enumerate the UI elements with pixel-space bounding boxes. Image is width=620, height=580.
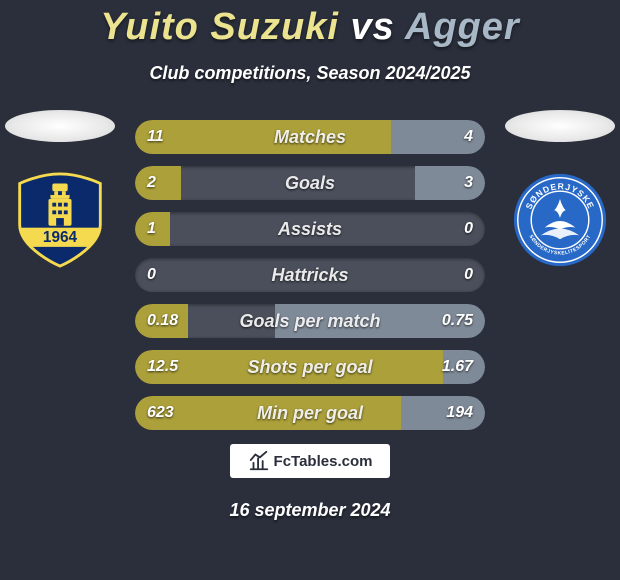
stat-value-player2: 4 <box>464 120 473 154</box>
comparison-title: Yuito Suzuki vs Agger <box>0 0 620 49</box>
right-badge-slot: SØNDERJYSKE SØNDERJYSKELITESPORT <box>500 100 620 268</box>
svg-text:SØNDERJYSKELITESPORT: SØNDERJYSKELITESPORT <box>528 234 593 257</box>
stat-label: Matches <box>135 120 485 154</box>
stat-value-player2: 0 <box>464 212 473 246</box>
sonderjyske-crest: SØNDERJYSKE SØNDERJYSKELITESPORT <box>512 172 608 268</box>
stat-value-player2: 3 <box>464 166 473 200</box>
logo-text: FcTables.com <box>274 453 373 470</box>
stat-value-player2: 1.67 <box>442 350 473 384</box>
player1-photo-placeholder <box>5 110 115 142</box>
stat-value-player2: 194 <box>446 396 473 430</box>
stat-label: Shots per goal <box>135 350 485 384</box>
brondby-crest: 1964 <box>12 172 108 268</box>
stat-row: Hattricks0 0 <box>135 258 485 292</box>
stat-row: Matches11 4 <box>135 120 485 154</box>
stat-label: Min per goal <box>135 396 485 430</box>
stat-value-player1: 12.5 <box>147 350 178 384</box>
stat-label: Assists <box>135 212 485 246</box>
stat-value-player2: 0 <box>464 258 473 292</box>
svg-text:SØNDERJYSKE: SØNDERJYSKE <box>524 181 597 211</box>
left-badge-slot: 1964 <box>0 100 120 268</box>
stat-value-player1: 623 <box>147 396 174 430</box>
stat-value-player1: 0.18 <box>147 304 178 338</box>
vs-text: vs <box>350 6 394 48</box>
stat-value-player1: 0 <box>147 258 156 292</box>
date-text: 16 september 2024 <box>0 500 620 521</box>
stat-value-player1: 1 <box>147 212 156 246</box>
stat-row: Goals per match0.18 0.75 <box>135 304 485 338</box>
stat-row: Min per goal623 194 <box>135 396 485 430</box>
player2-name: Agger <box>405 6 520 48</box>
stat-row: Goals2 3 <box>135 166 485 200</box>
stat-value-player1: 11 <box>147 120 164 154</box>
fctables-logo: FcTables.com <box>230 444 390 478</box>
stat-label: Hattricks <box>135 258 485 292</box>
stat-bars: Matches114Goals23Assists10Hattricks00Goa… <box>135 120 485 442</box>
crest-year: 1964 <box>43 229 78 246</box>
subtitle: Club competitions, Season 2024/2025 <box>0 63 620 84</box>
stat-row: Assists1 0 <box>135 212 485 246</box>
stat-value-player2: 0.75 <box>442 304 473 338</box>
stat-label: Goals per match <box>135 304 485 338</box>
chart-icon <box>248 450 270 472</box>
stat-label: Goals <box>135 166 485 200</box>
player1-name: Yuito Suzuki <box>100 6 339 48</box>
player2-photo-placeholder <box>505 110 615 142</box>
stat-value-player1: 2 <box>147 166 156 200</box>
stat-row: Shots per goal12.5 1.67 <box>135 350 485 384</box>
